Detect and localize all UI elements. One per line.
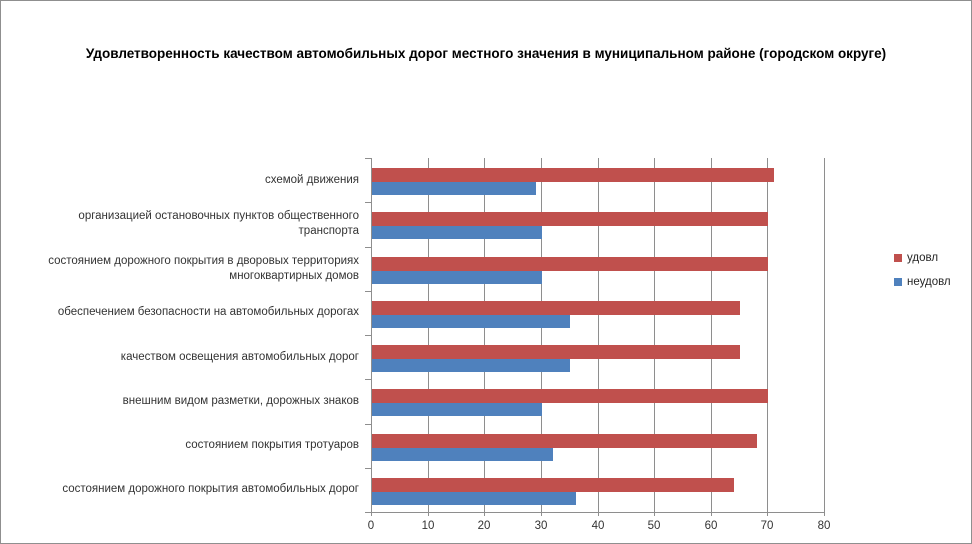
category-label: состоянием дорожного покрытия в дворовых… (48, 254, 359, 282)
x-axis-tick-label: 80 (817, 520, 831, 532)
y-axis-tick (365, 468, 372, 469)
legend: удовл неудовл (894, 251, 951, 299)
bar-satisfied (372, 257, 769, 271)
x-axis-tick-label: 40 (591, 520, 605, 532)
category-label: состоянием дорожного покрытия автомобиль… (62, 483, 359, 496)
y-axis-tick (365, 424, 372, 425)
legend-entry-satisfied: удовл (894, 251, 951, 265)
bar-satisfied (372, 345, 741, 359)
legend-label: неудовл (907, 276, 951, 288)
y-axis-tick (365, 202, 372, 203)
y-axis-tick (365, 158, 372, 159)
bar-satisfied (372, 301, 741, 315)
x-axis-tick-label: 0 (367, 520, 375, 532)
gridline (484, 158, 485, 512)
y-axis-tick (365, 512, 372, 513)
x-axis-tick (824, 512, 825, 516)
bar-dissatisfied (372, 226, 542, 239)
category-label: организацией остановочных пунктов общест… (78, 210, 359, 238)
bar-satisfied (372, 212, 769, 226)
legend-swatch-icon (894, 278, 902, 286)
category-label: схемой движения (264, 173, 359, 186)
bar-satisfied (372, 478, 735, 492)
gridline (428, 158, 429, 512)
x-axis-tick (484, 512, 485, 516)
legend-swatch-icon (894, 254, 902, 262)
gridline (824, 158, 825, 512)
category-label: состоянием покрытия тротуаров (185, 439, 359, 452)
bar-satisfied (372, 434, 758, 448)
x-axis-tick-label: 20 (477, 520, 491, 532)
category-label: качеством освещения автомобильных дорог (120, 350, 359, 363)
x-axis-tick (767, 512, 768, 516)
x-axis-tick-label: 10 (421, 520, 435, 532)
legend-label: удовл (907, 252, 939, 264)
gridline (711, 158, 712, 512)
y-axis-tick (365, 335, 372, 336)
value-axis-labels: 0 10 20 30 40 50 60 70 80 (368, 520, 831, 534)
x-axis-tick (598, 512, 599, 516)
bar-dissatisfied (372, 315, 571, 328)
bar-dissatisfied (372, 271, 542, 284)
x-axis-tick-label: 50 (647, 520, 661, 532)
x-axis-tick (371, 512, 372, 516)
category-axis-labels: схемой движения организацией остановочных… (21, 158, 359, 512)
gridline (767, 158, 768, 512)
gridline (654, 158, 655, 512)
x-axis-tick (654, 512, 655, 516)
y-axis-tick (365, 379, 372, 380)
gridline (541, 158, 542, 512)
x-axis-tick-label: 70 (760, 520, 774, 532)
chart-title: Удовлетворенность качеством автомобильны… (85, 46, 887, 61)
category-label: внешним видом разметки, дорожных знаков (122, 394, 359, 407)
bar-dissatisfied (372, 182, 537, 195)
bar-dissatisfied (372, 403, 542, 416)
bar-satisfied (372, 389, 769, 403)
x-axis-tick (711, 512, 712, 516)
bar-dissatisfied (372, 492, 576, 505)
x-axis-tick (541, 512, 542, 516)
bar-dissatisfied (372, 359, 571, 372)
legend-entry-dissatisfied: неудовл (894, 275, 951, 289)
bar-satisfied (372, 168, 774, 182)
x-axis-tick (428, 512, 429, 516)
category-label: обеспечением безопасности на автомобильн… (57, 306, 359, 319)
y-axis-tick (365, 291, 372, 292)
gridline (598, 158, 599, 512)
y-axis-tick (365, 247, 372, 248)
bar-dissatisfied (372, 448, 554, 461)
x-axis-tick-label: 30 (534, 520, 548, 532)
x-axis-tick-label: 60 (704, 520, 718, 532)
plot-area (365, 158, 825, 516)
